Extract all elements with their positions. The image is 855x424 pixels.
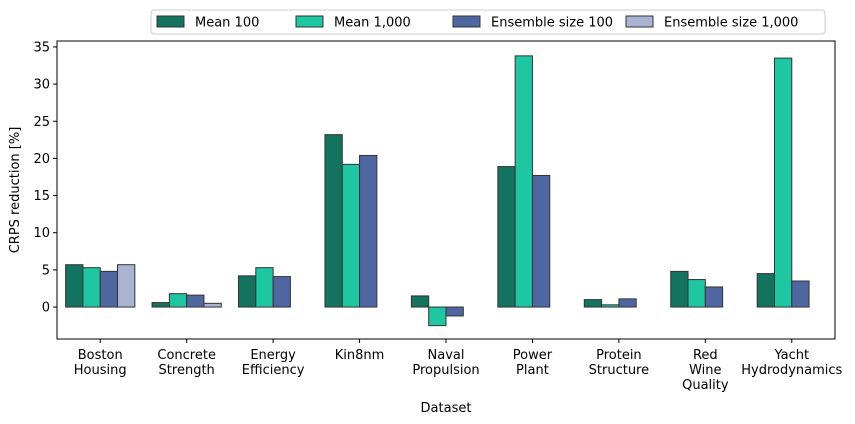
x-tick-label: Concrete Strength [157, 348, 216, 378]
bar [272, 276, 291, 308]
bar [601, 304, 620, 308]
bar [359, 154, 378, 308]
bar [341, 163, 361, 308]
bar [756, 273, 775, 308]
x-tick-label-line: Efficiency [242, 363, 305, 378]
legend: Mean 100 Mean 1,000 Ensemble size 100 Ensem… [150, 9, 826, 35]
bar [445, 306, 464, 317]
x-tick-label-line: Hydrodynamics [741, 363, 842, 378]
bar [410, 295, 430, 308]
bar [583, 299, 603, 308]
y-tick-label: 5 [42, 263, 50, 278]
x-tick-label-line: Energy [250, 348, 296, 363]
bar [773, 57, 793, 308]
bars-layer [65, 55, 810, 327]
bar [99, 270, 119, 308]
bar [687, 279, 706, 308]
x-tick-label: Power Plant [513, 348, 553, 378]
x-tick-label-line: Protein [596, 348, 642, 363]
bar [117, 264, 136, 308]
x-tick-label-line: Housing [74, 363, 127, 378]
x-tick-label-line: Strength [159, 363, 215, 378]
y-axis-title: CRPS reduction [%] [8, 127, 23, 254]
x-tick-label: Kin8nm [335, 348, 385, 363]
x-tick-label-line: Red [693, 348, 718, 363]
bar [151, 302, 170, 308]
y-tick-label: 25 [33, 115, 50, 130]
bar [324, 134, 343, 308]
axes-layer: 0 5 10 15 20 25 30 35 Boston Housing Concrete Stren… [33, 40, 842, 393]
x-tick-label-line: Quality [682, 378, 729, 393]
x-tick-label: Boston Housing [74, 348, 127, 378]
legend-swatch [452, 15, 481, 28]
legend-label: Ensemble size 1,000 [664, 16, 798, 31]
bar [497, 166, 516, 308]
x-tick-label: Energy Efficiency [242, 348, 305, 378]
x-tick-label-line: Propulsion [412, 363, 479, 378]
bar [791, 280, 810, 308]
legend-swatch [295, 15, 324, 28]
bar [428, 306, 447, 327]
y-tick-label: 10 [33, 226, 50, 241]
bar [82, 267, 101, 308]
bar [704, 286, 724, 308]
y-tick-label: 15 [33, 189, 50, 204]
legend-swatch [625, 15, 654, 28]
x-tick-label-line: Wine [689, 363, 721, 378]
bar [203, 302, 222, 308]
legend-label: Ensemble size 100 [491, 16, 613, 31]
x-tick-label-line: Structure [589, 363, 649, 378]
x-tick-label-line: Naval [428, 348, 465, 363]
y-tick-label: 35 [33, 40, 50, 55]
y-tick-label: 20 [33, 152, 50, 167]
x-tick-label-line: Concrete [157, 348, 216, 363]
bar [618, 298, 637, 308]
legend-label: Mean 1,000 [334, 16, 411, 31]
x-tick-label: Yacht Hydrodynamics [741, 348, 842, 378]
x-tick-label-line: Kin8nm [335, 348, 385, 363]
bar [531, 175, 551, 308]
bar [514, 55, 533, 308]
x-tick-label: Protein Structure [589, 348, 649, 378]
legend-label: Mean 100 [195, 16, 259, 31]
legend-swatch [156, 15, 185, 28]
x-axis-title: Dataset [421, 401, 472, 416]
bar [168, 293, 188, 308]
x-tick-label-line: Power [513, 348, 553, 363]
bar [670, 270, 689, 308]
bar [255, 267, 274, 308]
bar [65, 264, 84, 308]
x-tick-label-line: Boston [78, 348, 123, 363]
bar [186, 294, 205, 308]
x-tick-label: Naval Propulsion [412, 348, 479, 378]
x-tick-label: Red Wine Quality [682, 348, 729, 393]
y-tick-label: 0 [42, 301, 50, 316]
y-tick-label: 30 [33, 78, 50, 93]
x-tick-label-line: Yacht [773, 348, 809, 363]
bar [238, 275, 257, 308]
x-tick-label-line: Plant [516, 363, 549, 378]
